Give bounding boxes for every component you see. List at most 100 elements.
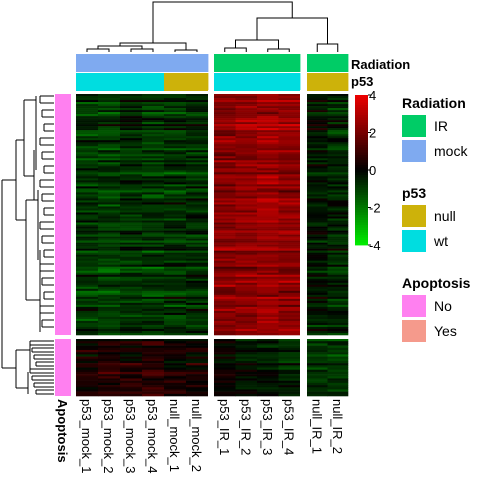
heatmap-cell: [98, 314, 121, 318]
heatmap-cell: [142, 116, 165, 119]
color-scale-segment: [355, 227, 368, 231]
heatmap-cell: [142, 310, 165, 314]
heatmap-cell: [214, 152, 236, 155]
heatmap-cell: [164, 236, 187, 239]
dendrogram-branch: [35, 389, 54, 395]
color-scale-tick-label: -4: [369, 238, 381, 253]
heatmap-cell: [235, 324, 258, 328]
heatmap-cell: [327, 290, 349, 294]
heatmap-cell: [278, 250, 301, 253]
heatmap-cell: [98, 387, 121, 390]
heatmap-cell: [98, 260, 121, 263]
heatmap-cell: [98, 274, 121, 278]
heatmap-cell: [120, 228, 143, 231]
heatmap-cell: [98, 276, 121, 280]
heatmap-cell: [76, 385, 99, 388]
color-scale-segment: [355, 205, 368, 208]
heatmap-cell: [327, 210, 349, 213]
heatmap-cell: [76, 369, 99, 373]
heatmap-cell: [98, 228, 121, 231]
column-label: p53_mock_1: [79, 399, 94, 473]
heatmap-cell: [307, 104, 328, 107]
heatmap-cell: [307, 240, 328, 243]
heatmap-cell: [235, 352, 258, 355]
heatmap-cell: [257, 276, 279, 280]
heatmap-cell: [142, 268, 165, 272]
heatmap-cell: [307, 391, 328, 395]
heatmap-cell: [214, 132, 236, 135]
heatmap-cell: [76, 168, 99, 171]
heatmap-cell: [214, 274, 236, 278]
heatmap-cell: [98, 164, 121, 167]
legend-label: null: [434, 208, 456, 224]
color-scale-tick-label: -2: [369, 201, 381, 216]
heatmap-cell: [235, 138, 258, 141]
heatmap-cell: [186, 150, 209, 153]
heatmap-cell: [235, 266, 258, 270]
heatmap-cell: [327, 270, 349, 274]
heatmap-cell: [327, 234, 349, 237]
heatmap-cell: [164, 94, 187, 97]
heatmap-cell: [142, 184, 165, 187]
heatmap-cell: [98, 250, 121, 253]
dendrogram-branch: [15, 139, 26, 221]
heatmap-cell: [307, 154, 328, 157]
heatmap-cell: [327, 202, 349, 205]
heatmap-cell: [307, 354, 328, 357]
heatmap-cell: [257, 272, 279, 276]
heatmap-cell: [186, 230, 209, 233]
dendrogram-branch: [35, 361, 54, 367]
heatmap-cell: [214, 380, 236, 384]
heatmap-cell: [235, 339, 258, 342]
heatmap-cell: [186, 304, 209, 308]
heatmap-cell: [214, 345, 236, 349]
heatmap-cell: [307, 118, 328, 121]
heatmap-cell: [186, 294, 209, 298]
annotation-cell: [76, 54, 99, 72]
heatmap-cell: [142, 363, 165, 366]
heatmap-cell: [257, 242, 279, 245]
heatmap-cell: [164, 202, 187, 205]
heatmap-cell: [214, 363, 236, 366]
heatmap-cell: [307, 134, 328, 137]
heatmap-cell: [76, 224, 99, 227]
heatmap-cell: [257, 204, 279, 207]
heatmap-cell: [257, 144, 279, 147]
heatmap-cell: [235, 188, 258, 191]
heatmap-cell: [235, 168, 258, 171]
heatmap-cell: [120, 196, 143, 199]
heatmap-cell: [257, 234, 279, 237]
heatmap-cell: [142, 230, 165, 233]
heatmap-cell: [120, 312, 143, 316]
heatmap-cell: [120, 202, 143, 205]
heatmap-cell: [142, 136, 165, 139]
color-scale-segment: [355, 197, 368, 201]
heatmap-cell: [164, 172, 187, 175]
heatmap-cell: [120, 284, 143, 288]
heatmap-cell: [98, 166, 121, 169]
color-scale-legend: 420-2-4: [355, 88, 381, 253]
heatmap-cell: [307, 300, 328, 304]
heatmap-cell: [257, 288, 279, 292]
heatmap-cell: [186, 308, 209, 312]
heatmap-cell: [142, 96, 165, 99]
heatmap-cell: [257, 347, 279, 351]
heatmap-cell: [76, 232, 99, 235]
heatmap-cluster-2: [76, 339, 349, 397]
dendrogram-branch: [43, 207, 54, 216]
heatmap-cell: [76, 274, 99, 278]
heatmap-cell: [278, 296, 301, 300]
heatmap-cell: [257, 134, 279, 137]
heatmap-cell: [76, 204, 99, 207]
heatmap-cell: [98, 136, 121, 139]
heatmap-cell: [278, 256, 301, 259]
annotation-cell: [98, 73, 121, 91]
heatmap-cell: [327, 393, 349, 397]
heatmap-cell: [76, 240, 99, 243]
heatmap-cell: [278, 138, 301, 141]
heatmap-cell: [278, 228, 301, 231]
heatmap-cell: [327, 258, 349, 261]
heatmap-cell: [186, 144, 209, 147]
heatmap-cell: [120, 352, 143, 355]
